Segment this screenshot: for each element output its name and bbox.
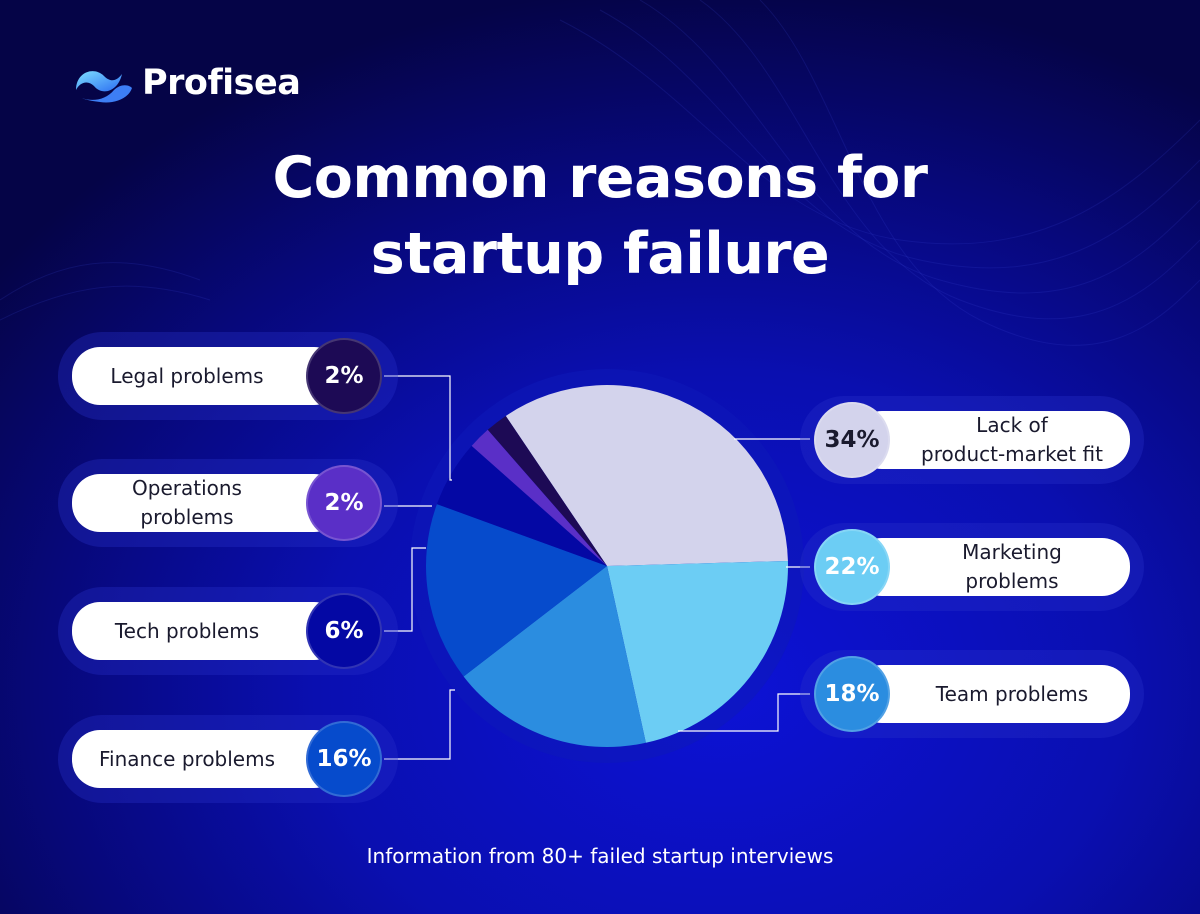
value-badge-team-problems: 18%	[814, 656, 890, 732]
value-badge-tech-problems: 6%	[306, 593, 382, 669]
label-group-marketing-problems: Marketing problems 22%	[800, 523, 1144, 611]
pie-slice-marketing-problems	[607, 560, 789, 743]
connector-legal-problems	[384, 375, 452, 481]
label-group-lack-of-product-market-fit: Lack of product-market fit 34%	[800, 396, 1144, 484]
connector-tech-problems	[384, 547, 426, 632]
title-line-2: startup failure	[370, 221, 830, 287]
connector-finance-problems	[384, 689, 455, 760]
label-group-legal-problems: Legal problems 2%	[58, 332, 398, 420]
value-badge-operations-problems: 2%	[306, 465, 382, 541]
label-line: Marketing	[962, 540, 1062, 564]
label-lack-of-product-market-fit: Lack of product-market fit	[854, 411, 1130, 469]
label-group-operations-problems: Operations problems 2%	[58, 459, 398, 547]
label-finance-problems: Finance problems	[72, 730, 342, 788]
value-badge-marketing-problems: 22%	[814, 529, 890, 605]
value-badge-finance-problems: 16%	[306, 721, 382, 797]
label-line: Operations	[132, 476, 242, 500]
wave-logo-icon	[76, 71, 132, 103]
title-line-1: Common reasons for	[272, 145, 928, 211]
label-group-team-problems: Team problems 18%	[800, 650, 1144, 738]
label-line: Finance problems	[98, 746, 276, 771]
source-note: Information from 80+ failed startup inte…	[366, 844, 834, 868]
label-group-tech-problems: Tech problems 6%	[58, 587, 398, 675]
label-line: product-market fit	[921, 442, 1103, 466]
page-title: Common reasons for startup failure	[0, 140, 1200, 292]
label-team-problems: Team problems	[854, 665, 1130, 723]
pie-slice-operations-problems	[471, 429, 607, 566]
value-badge-legal-problems: 2%	[306, 338, 382, 414]
pie-slice-tech-problems	[436, 445, 607, 566]
label-line: problems	[140, 505, 234, 529]
label-tech-problems: Tech problems	[72, 602, 342, 660]
label-marketing-problems: Marketing problems	[854, 538, 1130, 596]
pie-slice-finance-problems	[426, 504, 607, 677]
label-line: Lack of	[976, 413, 1048, 437]
brand-name: Profisea	[142, 63, 301, 103]
label-operations-problems: Operations problems	[72, 474, 342, 532]
label-line: Legal problems	[110, 363, 264, 388]
label-group-finance-problems: Finance problems 16%	[58, 715, 398, 803]
label-line: problems	[965, 569, 1059, 593]
label-legal-problems: Legal problems	[72, 347, 342, 405]
pie-slice-lack-of-product-market-fit	[505, 384, 788, 566]
connector-team-problems	[678, 693, 810, 732]
pie-slice-team-problems	[463, 566, 646, 748]
label-line: Tech problems	[114, 618, 260, 643]
value-badge-lack-of-product-market-fit: 34%	[814, 402, 890, 478]
label-line: Team problems	[935, 681, 1089, 706]
pie-slice-legal-problems	[487, 415, 607, 566]
brand-logo: Profisea	[72, 62, 301, 104]
